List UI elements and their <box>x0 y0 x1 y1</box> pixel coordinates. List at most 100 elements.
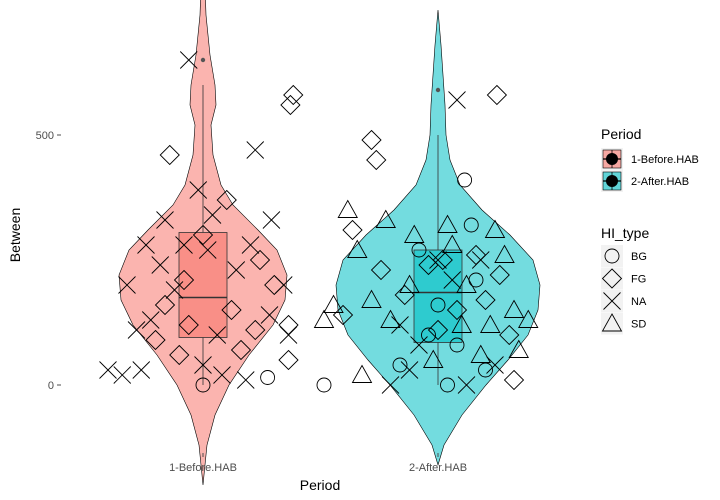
data-point-fg <box>192 224 214 246</box>
data-point-na <box>260 306 279 324</box>
na-stroke <box>165 281 184 299</box>
legend-hl-key-bg <box>601 245 623 267</box>
data-point-na <box>165 281 184 299</box>
na-stroke <box>113 366 132 384</box>
data-point-fg <box>499 324 520 346</box>
na-stroke <box>213 366 231 384</box>
y-axis: 050010001500 <box>36 130 61 392</box>
data-point-fg <box>221 299 242 321</box>
na-stroke <box>246 141 265 159</box>
data-point-fg <box>394 284 415 306</box>
data-point-fg <box>503 369 525 391</box>
box-iqr <box>178 232 228 338</box>
na-stroke <box>132 361 151 379</box>
legend-hl-key-bg <box>601 267 623 290</box>
data-point-fg <box>173 269 195 291</box>
data-point-sd <box>380 309 401 328</box>
data-point-sd <box>503 299 525 318</box>
data-point-na <box>279 326 298 344</box>
data-point-fg <box>427 319 449 341</box>
legend-hl-key-bg <box>601 312 623 335</box>
x-axis: 1-Before.HAB 2-After.HAB <box>169 453 467 474</box>
data-point-fg <box>489 264 510 286</box>
data-point-bg <box>430 297 446 313</box>
y-axis-title: Between <box>7 208 23 262</box>
data-point-fg <box>332 304 354 326</box>
na-stroke <box>279 326 298 344</box>
plot-panel <box>99 0 541 486</box>
data-point-fg <box>366 149 387 171</box>
data-point-na <box>132 361 151 379</box>
data-point-bg <box>463 217 479 233</box>
na-stroke <box>274 276 293 294</box>
data-point-fg <box>283 84 304 106</box>
data-point-na <box>400 361 419 379</box>
legend-hl-shape-fg <box>601 268 623 289</box>
na-stroke <box>391 316 409 334</box>
legend-hl-type: HI_type BG FG NA SD <box>601 225 649 335</box>
na-stroke <box>227 261 246 279</box>
data-point-fg <box>370 259 392 281</box>
na-stroke <box>179 51 198 69</box>
data-point-na <box>227 261 246 279</box>
na-stroke <box>381 376 400 394</box>
data-point-na <box>443 271 462 289</box>
na-stroke <box>99 361 117 379</box>
data-point-fg <box>432 249 453 271</box>
data-point-sd <box>508 339 530 358</box>
data-point-fg <box>249 249 271 271</box>
data-point-bg <box>457 172 473 188</box>
data-point-fg <box>145 329 166 351</box>
legend-hl-label: FG <box>631 274 646 286</box>
data-point-sd <box>470 344 492 363</box>
na-stroke <box>400 361 419 379</box>
data-point-fg <box>230 339 252 361</box>
data-point-na <box>179 51 198 69</box>
data-point-na <box>208 326 227 344</box>
data-point-fg <box>154 294 176 316</box>
box-outlier <box>200 57 206 63</box>
legend-hl-type-title: HI_type <box>601 225 649 241</box>
data-point-fg <box>446 299 468 321</box>
na-stroke <box>189 181 208 199</box>
data-point-na <box>203 206 222 224</box>
na-stroke <box>127 321 146 339</box>
data-point-na <box>457 376 476 394</box>
data-point-bg <box>411 242 427 258</box>
data-point-bg <box>260 370 276 385</box>
data-point-fg <box>486 84 508 106</box>
na-stroke <box>486 356 504 374</box>
na-stroke <box>141 311 160 329</box>
data-point-na <box>274 276 293 294</box>
na-stroke <box>457 376 476 394</box>
data-point-bg <box>316 377 332 393</box>
y-tick-label: 0 <box>48 380 54 392</box>
na-stroke <box>471 251 490 269</box>
legend-period-title: Period <box>601 126 641 142</box>
data-point-na <box>175 236 193 254</box>
na-stroke <box>448 91 466 109</box>
na-stroke <box>137 236 155 254</box>
na-stroke <box>175 236 193 254</box>
na-stroke <box>194 356 212 374</box>
data-point-bg <box>195 377 211 393</box>
data-point-bg <box>449 337 465 353</box>
data-point-na <box>381 376 400 394</box>
data-point-sd <box>399 274 420 293</box>
data-point-na <box>471 251 490 269</box>
data-point-na <box>99 361 117 379</box>
legend-hl-shape-bg <box>604 248 620 264</box>
na-stroke <box>443 271 462 289</box>
data-point-sd <box>494 244 515 263</box>
legend-period-label: 1-Before.HAB <box>631 154 699 166</box>
data-point-sd <box>451 314 473 333</box>
na-stroke <box>262 211 281 229</box>
data-point-na <box>198 241 217 259</box>
data-point-sd <box>323 294 344 313</box>
legend-hl-shape-na <box>603 292 621 310</box>
data-point-sd <box>517 309 539 328</box>
data-point-na <box>189 181 208 199</box>
data-point-fg <box>278 349 299 371</box>
data-point-sd <box>351 364 373 383</box>
